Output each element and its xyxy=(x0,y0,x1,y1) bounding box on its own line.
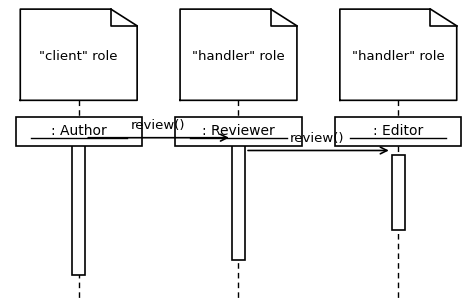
Bar xyxy=(391,155,404,230)
Bar xyxy=(334,117,460,146)
Text: review(): review() xyxy=(131,119,185,132)
Bar xyxy=(15,117,142,146)
Text: : Reviewer: : Reviewer xyxy=(202,124,274,139)
Bar xyxy=(231,144,245,260)
Text: "handler" role: "handler" role xyxy=(192,50,284,63)
Text: "handler" role: "handler" role xyxy=(351,50,444,63)
Text: review(): review() xyxy=(289,132,344,145)
Bar xyxy=(175,117,301,146)
Text: "client" role: "client" role xyxy=(40,50,118,63)
Text: : Editor: : Editor xyxy=(372,124,423,139)
Text: : Author: : Author xyxy=(51,124,106,139)
Bar xyxy=(72,135,85,275)
